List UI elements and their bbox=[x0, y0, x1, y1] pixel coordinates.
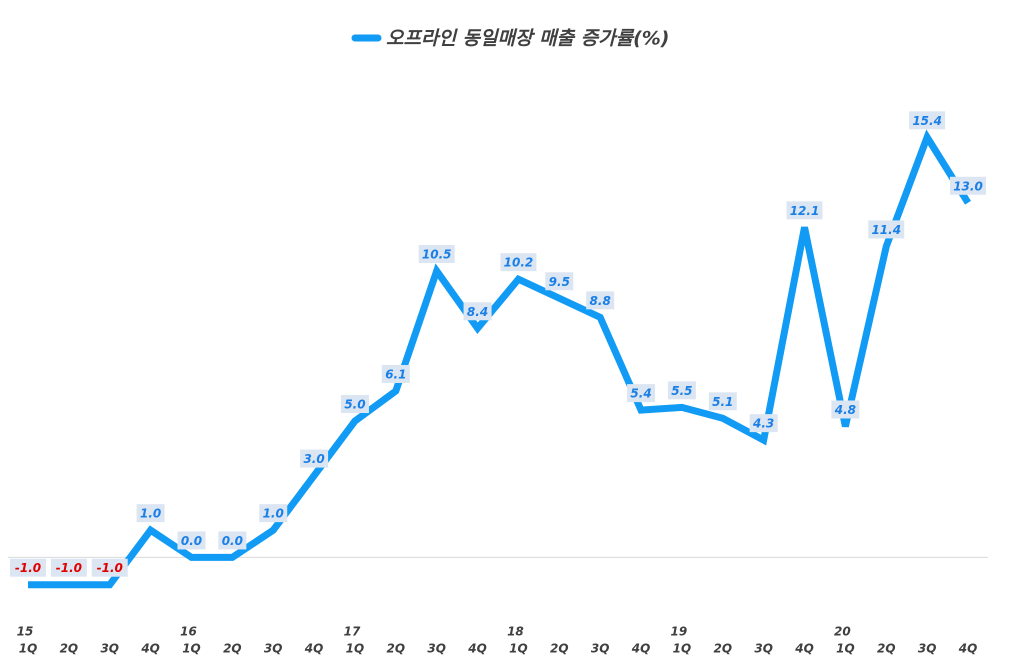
value-label: 12.1 bbox=[790, 204, 820, 218]
value-label-bg bbox=[586, 291, 615, 310]
value-label: 15.4 bbox=[912, 114, 942, 128]
value-label: 6.1 bbox=[385, 368, 406, 382]
value-label: 5.5 bbox=[671, 384, 692, 398]
x-tick-label: 2Q bbox=[60, 642, 79, 656]
value-label-bg bbox=[667, 381, 696, 400]
value-label: 1.0 bbox=[263, 507, 284, 521]
x-tick-label: 3Q bbox=[427, 642, 446, 656]
x-tick-label: 1Q bbox=[673, 642, 692, 656]
value-label: 4.3 bbox=[752, 417, 774, 431]
value-label: 5.1 bbox=[712, 395, 733, 409]
value-label-bg bbox=[749, 414, 778, 433]
x-group-label: 16 bbox=[180, 625, 197, 639]
value-label-bg bbox=[950, 176, 986, 195]
x-tick-label: 1Q bbox=[182, 642, 201, 656]
value-label: 8.8 bbox=[590, 294, 611, 308]
x-tick-label: 4Q bbox=[958, 642, 978, 656]
value-label-bg bbox=[381, 365, 410, 384]
value-label-bg bbox=[418, 244, 455, 263]
x-tick-label: 4Q bbox=[631, 642, 651, 656]
value-label-bg bbox=[463, 302, 492, 321]
value-label: 10.5 bbox=[422, 247, 452, 261]
value-label-bg bbox=[831, 400, 860, 419]
x-group-label: 19 bbox=[671, 625, 688, 639]
value-label: 3.0 bbox=[303, 452, 324, 466]
value-label-bg bbox=[10, 558, 46, 577]
value-label-bg bbox=[708, 392, 737, 411]
x-group-label: 18 bbox=[507, 625, 524, 639]
value-label: 13.0 bbox=[953, 179, 983, 193]
value-label: 4.8 bbox=[834, 403, 856, 417]
x-tick-label: 1Q bbox=[346, 642, 365, 656]
value-label-bg bbox=[177, 531, 206, 550]
x-tick-label: 3Q bbox=[264, 642, 283, 656]
x-tick-label: 4Q bbox=[140, 642, 160, 656]
line bbox=[28, 129, 971, 589]
x-tick-label: 1Q bbox=[19, 642, 38, 656]
value-label: -1.0 bbox=[15, 561, 41, 575]
x-tick-label: 1Q bbox=[836, 642, 855, 656]
value-label: 10.2 bbox=[504, 256, 534, 270]
x-tick-label: 2Q bbox=[550, 642, 569, 656]
value-label-bg bbox=[909, 111, 946, 130]
value-label: 8.4 bbox=[467, 305, 488, 319]
value-label-bg bbox=[500, 253, 537, 272]
value-label-bg bbox=[868, 220, 905, 239]
x-tick-label: 3Q bbox=[918, 642, 937, 656]
value-label: 1.0 bbox=[140, 507, 161, 521]
value-label: -1.0 bbox=[56, 561, 82, 575]
x-tick-label: 4Q bbox=[794, 642, 814, 656]
value-label-bg bbox=[300, 449, 329, 468]
value-label-bg bbox=[136, 504, 165, 523]
x-tick-label: 3Q bbox=[100, 642, 119, 656]
x-group-label: 15 bbox=[17, 625, 34, 639]
x-tick-label: 2Q bbox=[223, 642, 242, 656]
x-tick-label: 4Q bbox=[467, 642, 487, 656]
value-label: 5.0 bbox=[344, 398, 365, 412]
x-tick-label: 3Q bbox=[754, 642, 773, 656]
x-tick-label: 1Q bbox=[509, 642, 528, 656]
x-tick-label: 2Q bbox=[714, 642, 733, 656]
value-label-bg bbox=[340, 395, 369, 414]
value-label: 0.0 bbox=[222, 534, 243, 548]
value-label: -1.0 bbox=[97, 561, 123, 575]
value-label-bg bbox=[545, 272, 574, 291]
x-tick-label: 2Q bbox=[387, 642, 406, 656]
value-label: 11.4 bbox=[871, 223, 901, 237]
value-label-bg bbox=[50, 558, 87, 577]
value-label-bg bbox=[627, 384, 656, 403]
x-group-label: 17 bbox=[344, 625, 361, 639]
value-label-bg bbox=[259, 504, 288, 523]
value-label: 9.5 bbox=[549, 275, 570, 289]
value-label: 0.0 bbox=[181, 534, 202, 548]
x-group-label: 20 bbox=[834, 625, 851, 639]
value-label-bg bbox=[786, 201, 823, 220]
x-tick-label: 3Q bbox=[591, 642, 610, 656]
value-label-bg bbox=[91, 558, 128, 577]
value-label-bg bbox=[218, 531, 247, 550]
value-label: 5.4 bbox=[630, 387, 651, 401]
x-tick-label: 4Q bbox=[304, 642, 324, 656]
x-tick-label: 2Q bbox=[877, 642, 896, 656]
legend-label: 오프라인 동일매장 매출 증가률(%) bbox=[386, 28, 670, 50]
